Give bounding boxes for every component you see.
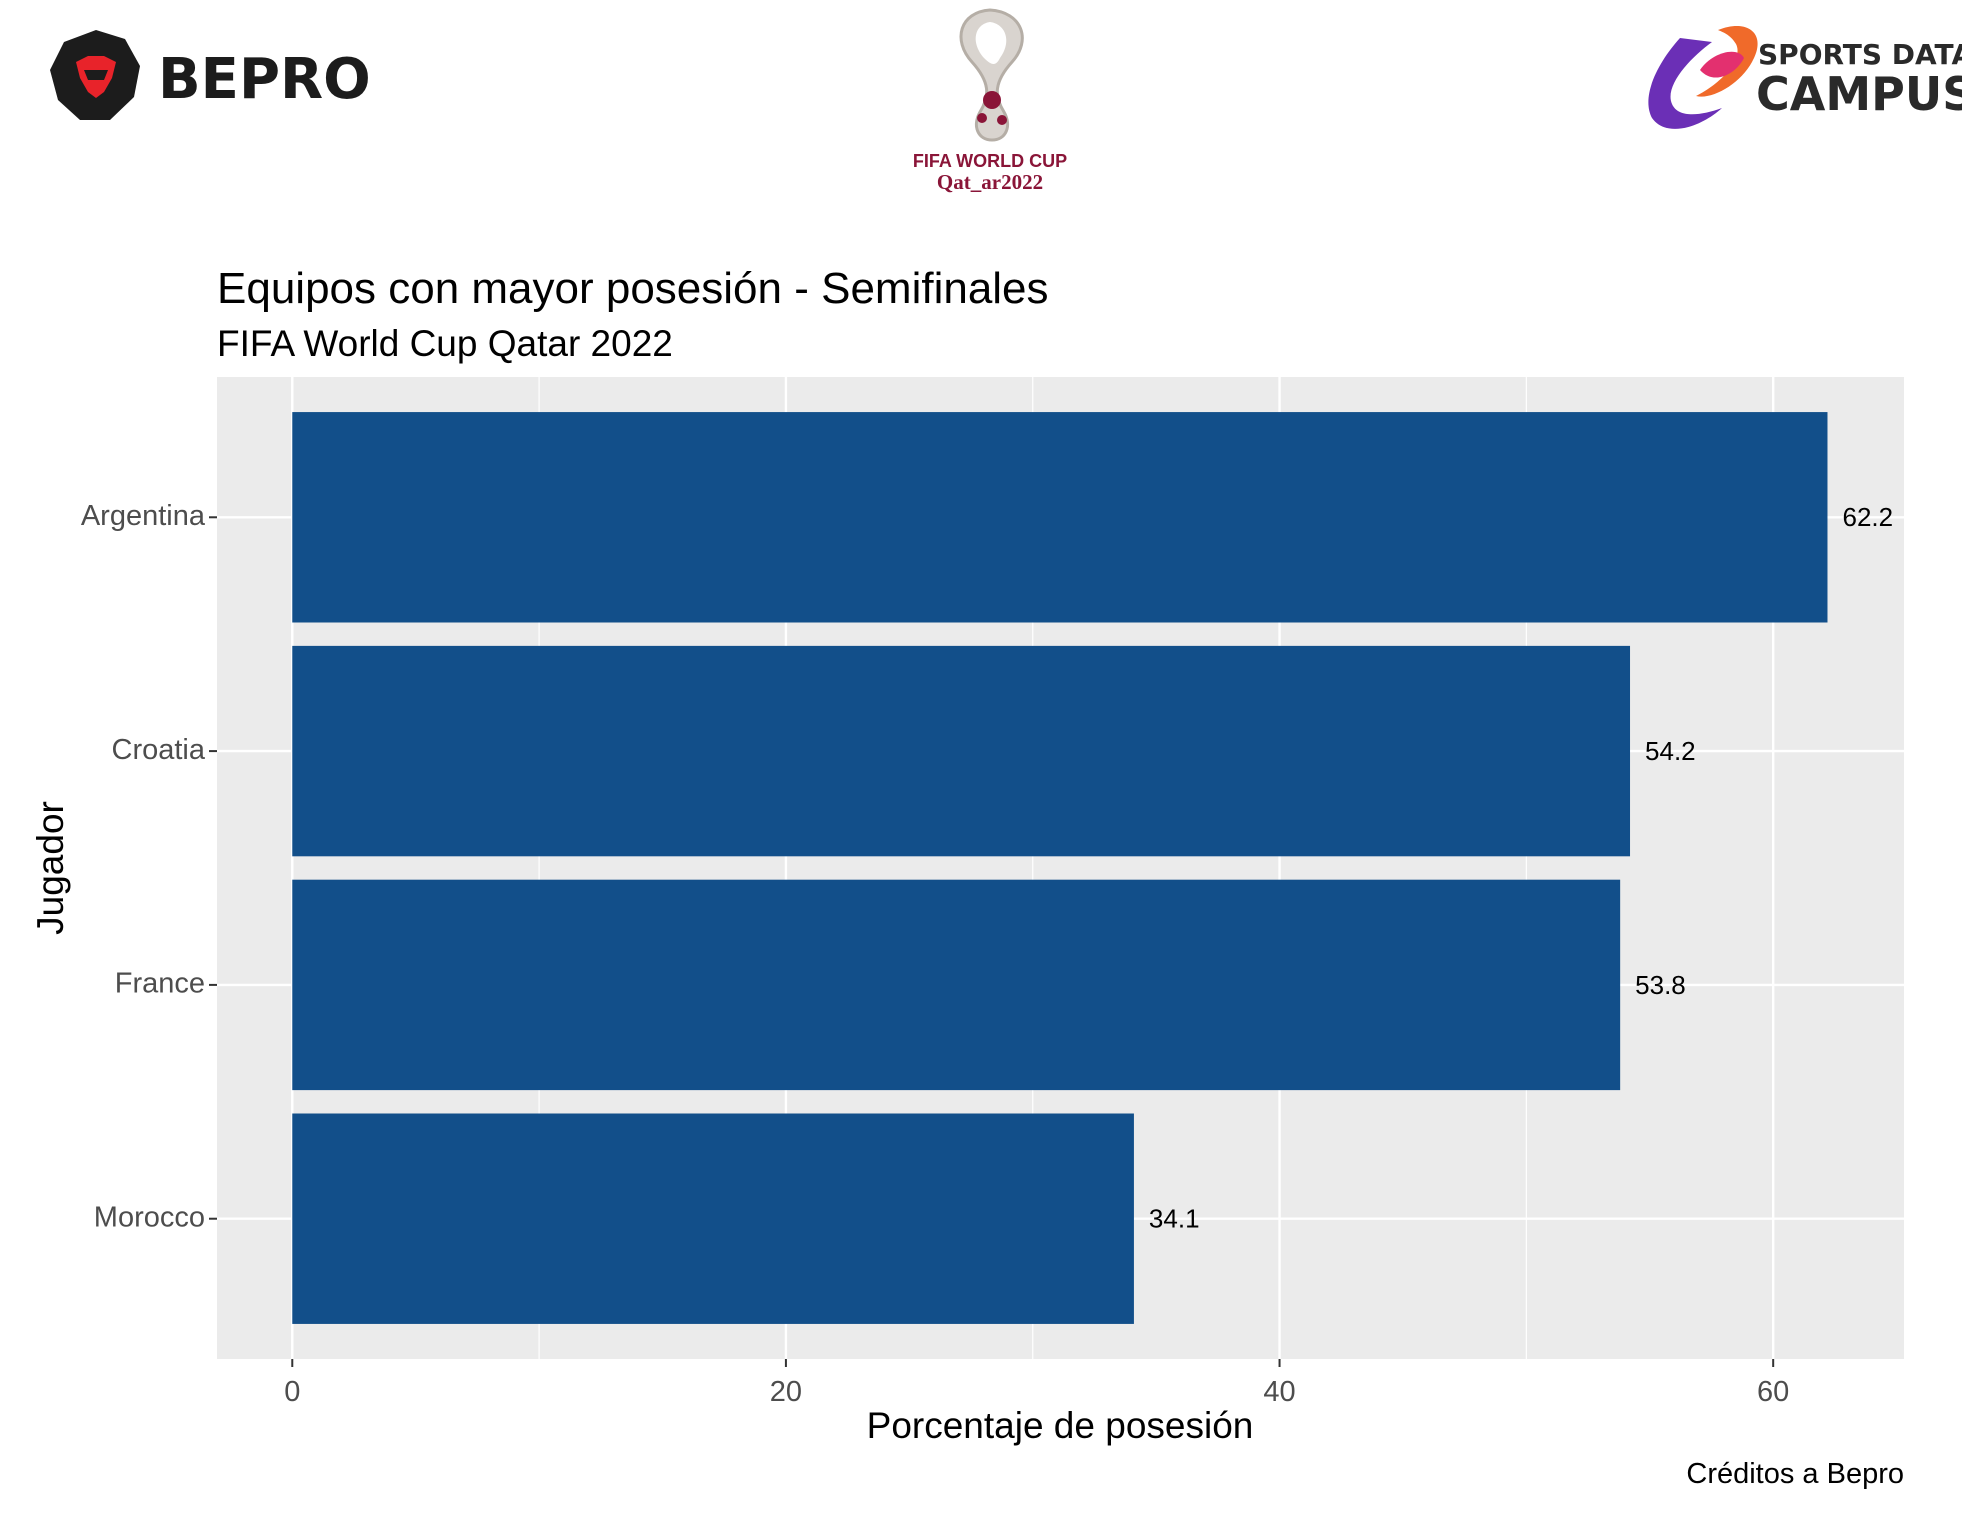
campus-logo-line2: CAMPUS	[1756, 67, 1962, 121]
value-label-france: 53.8	[1635, 970, 1686, 1000]
fifa-logo-line1: FIFA WORLD CUP	[913, 151, 1067, 171]
y-tick-label-morocco: Morocco	[94, 1201, 205, 1233]
y-axis-title: Jugador	[30, 801, 71, 935]
chart-subtitle: FIFA World Cup Qatar 2022	[217, 323, 673, 364]
fifa-logo-line2: Qat_ar2022	[937, 170, 1043, 194]
sports-data-campus-logo: SPORTS DATA CAMPUS	[1648, 25, 1962, 129]
bepro-logo-text: BEPRO	[158, 47, 371, 112]
x-tick-label-20: 20	[770, 1376, 802, 1408]
bar-france	[292, 879, 1621, 1091]
x-tick-label-60: 60	[1757, 1376, 1789, 1408]
chart-caption: Créditos a Bepro	[1686, 1458, 1904, 1490]
x-tick-label-40: 40	[1263, 1376, 1295, 1408]
chart-title: Equipos con mayor posesión - Semifinales	[217, 264, 1049, 313]
y-tick-label-argentina: Argentina	[81, 500, 206, 532]
value-label-morocco: 34.1	[1149, 1204, 1200, 1234]
fifa-world-cup-logo: FIFA WORLD CUP Qat_ar2022	[913, 8, 1067, 194]
bar-argentina	[292, 412, 1828, 623]
y-tick-label-croatia: Croatia	[112, 734, 206, 766]
campus-swoosh-icon	[1648, 38, 1722, 129]
bepro-logo: BEPRO	[50, 30, 371, 120]
bar-value-labels: 62.2 54.2 53.8 34.1	[1149, 502, 1893, 1233]
x-tick-label-0: 0	[284, 1376, 300, 1408]
bar-morocco	[292, 1113, 1134, 1324]
bar-croatia	[292, 645, 1631, 857]
value-label-argentina: 62.2	[1842, 502, 1893, 532]
y-tick-label-france: France	[115, 968, 205, 1000]
campus-logo-line1: SPORTS DATA	[1758, 38, 1962, 71]
y-axis: Argentina Croatia France Morocco	[81, 500, 217, 1233]
x-axis-title: Porcentaje de posesión	[867, 1405, 1254, 1446]
value-label-croatia: 54.2	[1645, 736, 1696, 766]
bars	[292, 412, 1828, 1324]
x-axis: 0 20 40 60	[284, 1359, 1789, 1408]
